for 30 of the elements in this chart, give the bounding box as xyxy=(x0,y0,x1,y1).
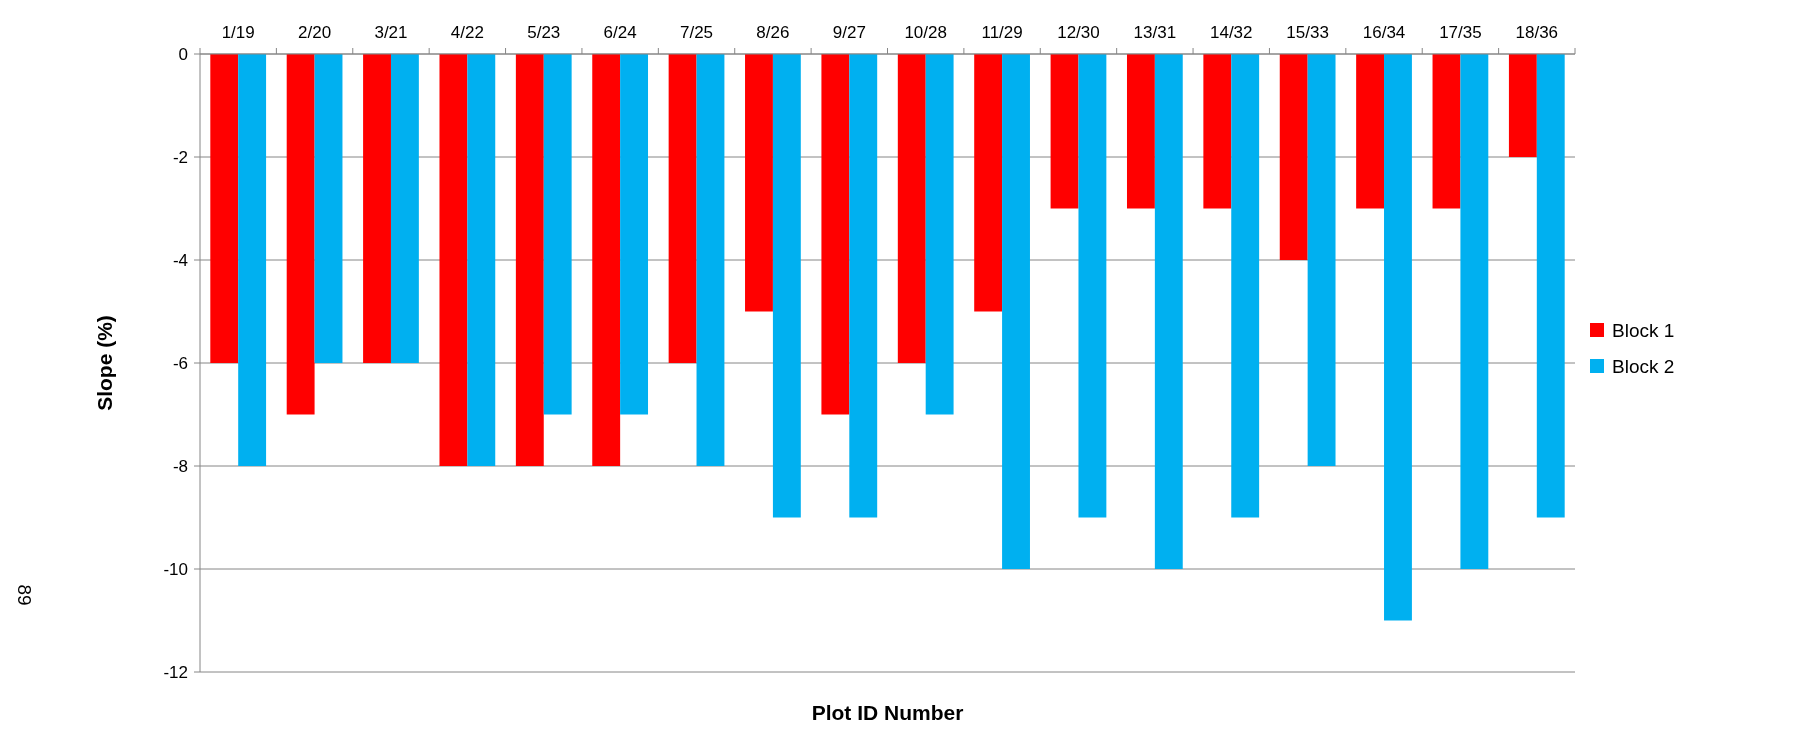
x-tick-label: 6/24 xyxy=(603,23,637,42)
x-tick-label: 10/28 xyxy=(904,23,947,42)
x-tick-label: 15/33 xyxy=(1286,23,1329,42)
y-tick-label: -12 xyxy=(163,662,188,682)
x-tick-label: 8/26 xyxy=(756,23,790,42)
x-tick-label: 9/27 xyxy=(832,23,866,42)
x-tick-label: 13/31 xyxy=(1133,23,1177,42)
x-tick-label: 14/32 xyxy=(1209,23,1253,42)
x-tick-label: 18/36 xyxy=(1515,23,1559,42)
y-tick-label: -4 xyxy=(172,250,188,270)
x-tick-label: 4/22 xyxy=(450,23,484,42)
y-tick-label: -6 xyxy=(172,353,188,373)
x-axis-title: Plot ID Number xyxy=(811,701,964,724)
x-tick-label: 7/25 xyxy=(679,23,714,42)
y-tick-label: 0 xyxy=(178,44,188,64)
y-tick-label: -8 xyxy=(172,456,188,476)
legend-label: Block 2 xyxy=(1612,355,1675,377)
x-tick-label: 12/30 xyxy=(1057,23,1100,42)
y-tick-label: -2 xyxy=(172,147,188,167)
x-tick-label: 16/34 xyxy=(1362,23,1406,42)
x-tick-label: 5/23 xyxy=(527,23,561,42)
x-tick-label: 17/35 xyxy=(1439,23,1482,42)
y-tick-label: -10 xyxy=(163,559,188,579)
legend-label: Block 1 xyxy=(1612,319,1675,341)
x-tick-label: 1/19 xyxy=(221,23,255,42)
x-tick-label: 3/21 xyxy=(374,23,408,42)
y-axis-title: Slope (%) xyxy=(93,315,116,411)
text: 89 xyxy=(14,584,36,606)
x-tick-label: 11/29 xyxy=(981,23,1023,42)
x-tick-label: 2/20 xyxy=(298,23,332,42)
